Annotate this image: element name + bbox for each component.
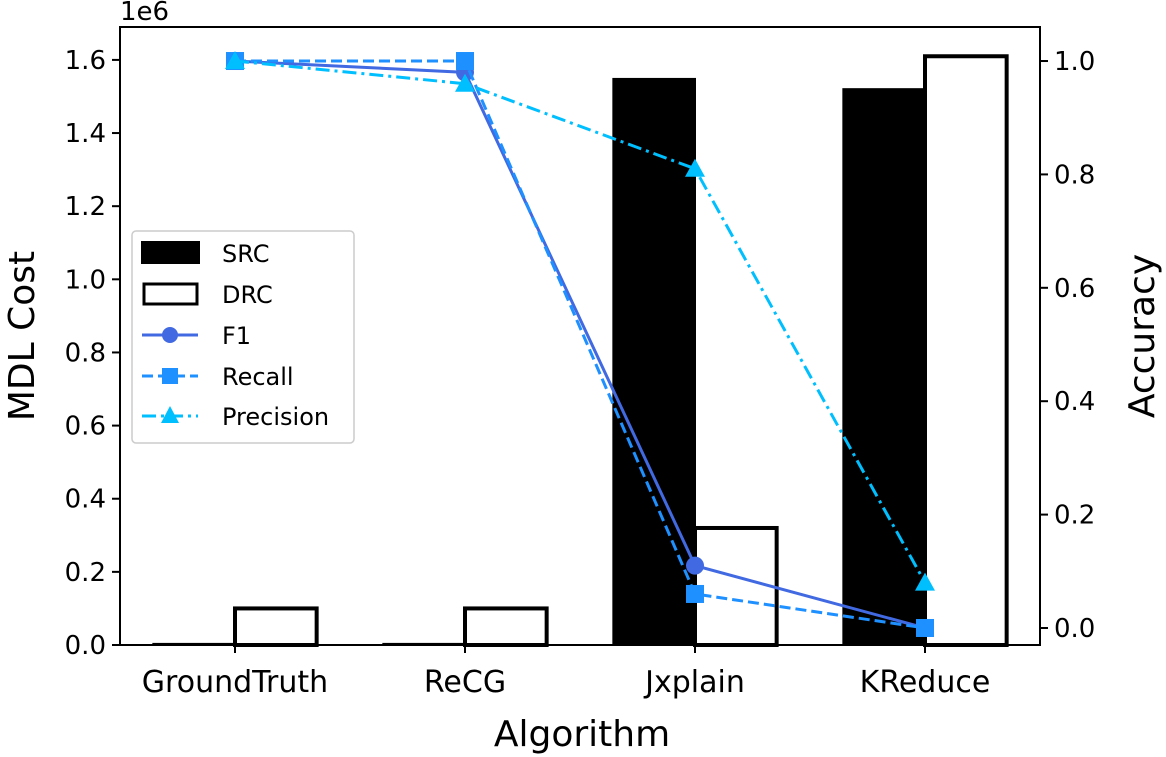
point-f1: [686, 556, 704, 575]
left-axis-ticks: 0.0 0.2 0.4 0.6 0.8 1.0 1.2 1.4 1.6: [65, 46, 120, 661]
right-tick-label: 0.0: [1054, 614, 1095, 644]
point-precision: [685, 158, 705, 177]
legend-swatch-drc: [142, 282, 199, 306]
right-tick-label: 1.0: [1054, 47, 1095, 77]
plot-frame: [119, 26, 1041, 646]
bar-drc: [463, 606, 549, 647]
bar-src: [612, 77, 696, 646]
line-precision: [234, 59, 927, 584]
legend-label-precision: Precision: [222, 403, 329, 431]
right-tick-label: 0.2: [1054, 501, 1095, 531]
legend-label-drc: DRC: [222, 281, 273, 309]
left-tick-label: 1.2: [65, 192, 106, 222]
x-axis-ticks: GroundTruth ReCG Jxplain KReduce: [142, 645, 991, 700]
legend-label-recall: Recall: [222, 363, 294, 391]
bar-drc: [923, 54, 1009, 647]
x-tick-label: KReduce: [860, 665, 991, 700]
bar-drc: [693, 525, 779, 647]
point-precision: [225, 51, 245, 70]
line-f1: [234, 59, 926, 630]
point-recall: [916, 618, 934, 637]
left-tick-label: 1.0: [65, 265, 106, 295]
left-tick-label: 0.8: [65, 338, 106, 368]
legend-label-src: SRC: [222, 240, 269, 268]
x-tick-label: ReCG: [424, 665, 506, 700]
x-axis-title: Algorithm: [494, 714, 670, 755]
right-axis-ticks: 0.0 0.2 0.4 0.6 0.8 1.0: [1040, 47, 1095, 644]
left-axis-title: MDL Cost: [2, 251, 43, 421]
x-tick-label: GroundTruth: [142, 665, 328, 700]
right-tick-label: 0.8: [1054, 160, 1095, 190]
left-tick-label: 0.2: [65, 558, 106, 588]
left-tick-label: 0.0: [65, 631, 106, 661]
right-tick-label: 0.6: [1054, 274, 1095, 304]
legend: SRC DRC F1 Recall Precision: [131, 230, 355, 444]
point-precision: [915, 572, 935, 591]
point-recall: [456, 52, 474, 71]
bar-drc: [233, 606, 319, 647]
legend-swatch-precision: [142, 406, 198, 423]
line-recall: [235, 59, 926, 630]
left-tick-label: 0.6: [65, 412, 106, 442]
bar-layer: [152, 54, 1009, 647]
left-tick-label: 1.4: [65, 119, 106, 149]
legend-swatch-src: [141, 241, 200, 264]
legend-swatch-recall: [142, 368, 198, 384]
left-tick-label: 1.6: [65, 46, 106, 76]
legend-swatch-f1: [142, 327, 198, 343]
right-axis-title: Accuracy: [1122, 254, 1163, 418]
right-tick-label: 0.4: [1054, 387, 1095, 417]
left-axis-offset-text: 1e6: [120, 0, 169, 27]
line-layer: [225, 51, 935, 637]
point-recall: [686, 584, 704, 603]
x-tick-label: Jxplain: [643, 665, 745, 700]
left-tick-label: 0.4: [65, 485, 106, 515]
point-precision: [455, 73, 475, 92]
legend-label-f1: F1: [222, 322, 251, 350]
